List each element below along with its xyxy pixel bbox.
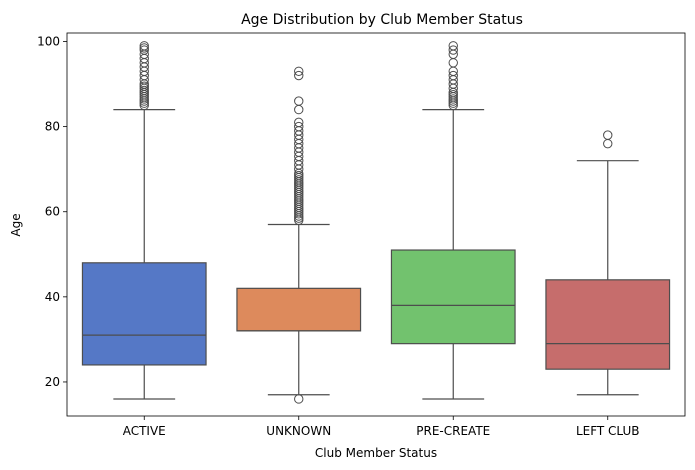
- outlier-point: [294, 170, 304, 181]
- outlier-point: [294, 175, 304, 185]
- plot-frame: [66, 32, 686, 417]
- x-tick-label: LEFT CLUB: [576, 424, 640, 438]
- x-axis-title: Club Member Status: [315, 446, 437, 460]
- chart-title: Age Distribution by Club Member Status: [241, 12, 523, 28]
- outlier-point: [294, 121, 304, 132]
- iqr-box: [236, 287, 362, 332]
- outlier-point: [139, 81, 149, 91]
- y-tick-label: 40: [45, 290, 60, 304]
- y-axis: 20 40 60 80 100: [37, 35, 67, 389]
- outlier-point: [294, 117, 304, 128]
- outlier-point: [139, 85, 149, 96]
- iqr-box: [81, 262, 207, 366]
- outlier-point: [448, 70, 458, 81]
- box-group-active: [81, 41, 207, 400]
- outlier-point: [294, 66, 304, 77]
- outlier-point: [448, 94, 458, 104]
- outlier-point: [603, 138, 613, 149]
- x-tick-label: ACTIVE: [123, 424, 166, 438]
- x-tick-label: PRE-CREATE: [416, 424, 490, 438]
- outlier-point: [294, 104, 304, 115]
- outlier-point: [139, 41, 149, 51]
- outlier-point: [294, 70, 304, 81]
- x-axis: ACTIVE UNKNOWN PRE-CREATE LEFT CLUB: [123, 416, 640, 438]
- outlier-point: [294, 96, 304, 106]
- y-tick-label: 20: [45, 375, 60, 389]
- outlier-point: [448, 41, 458, 51]
- outlier-point: [448, 45, 458, 55]
- box-group-left-club: [545, 130, 671, 396]
- iqr-box: [545, 279, 671, 370]
- iqr-box: [390, 249, 516, 345]
- y-tick-label: 60: [45, 205, 60, 219]
- y-tick-label: 100: [37, 35, 60, 49]
- outlier-point: [294, 394, 304, 404]
- y-tick-label: 80: [45, 120, 60, 134]
- y-axis-title: Age: [9, 213, 23, 236]
- outlier-point: [139, 45, 149, 55]
- box-group-unknown: [236, 66, 362, 404]
- outlier-point: [603, 130, 613, 140]
- box-group-pre-create: [390, 41, 516, 400]
- outlier-point: [448, 58, 458, 68]
- outlier-point: [448, 90, 458, 100]
- outlier-point: [139, 43, 149, 53]
- x-tick-label: UNKNOWN: [266, 424, 331, 438]
- plot-area: [81, 41, 671, 404]
